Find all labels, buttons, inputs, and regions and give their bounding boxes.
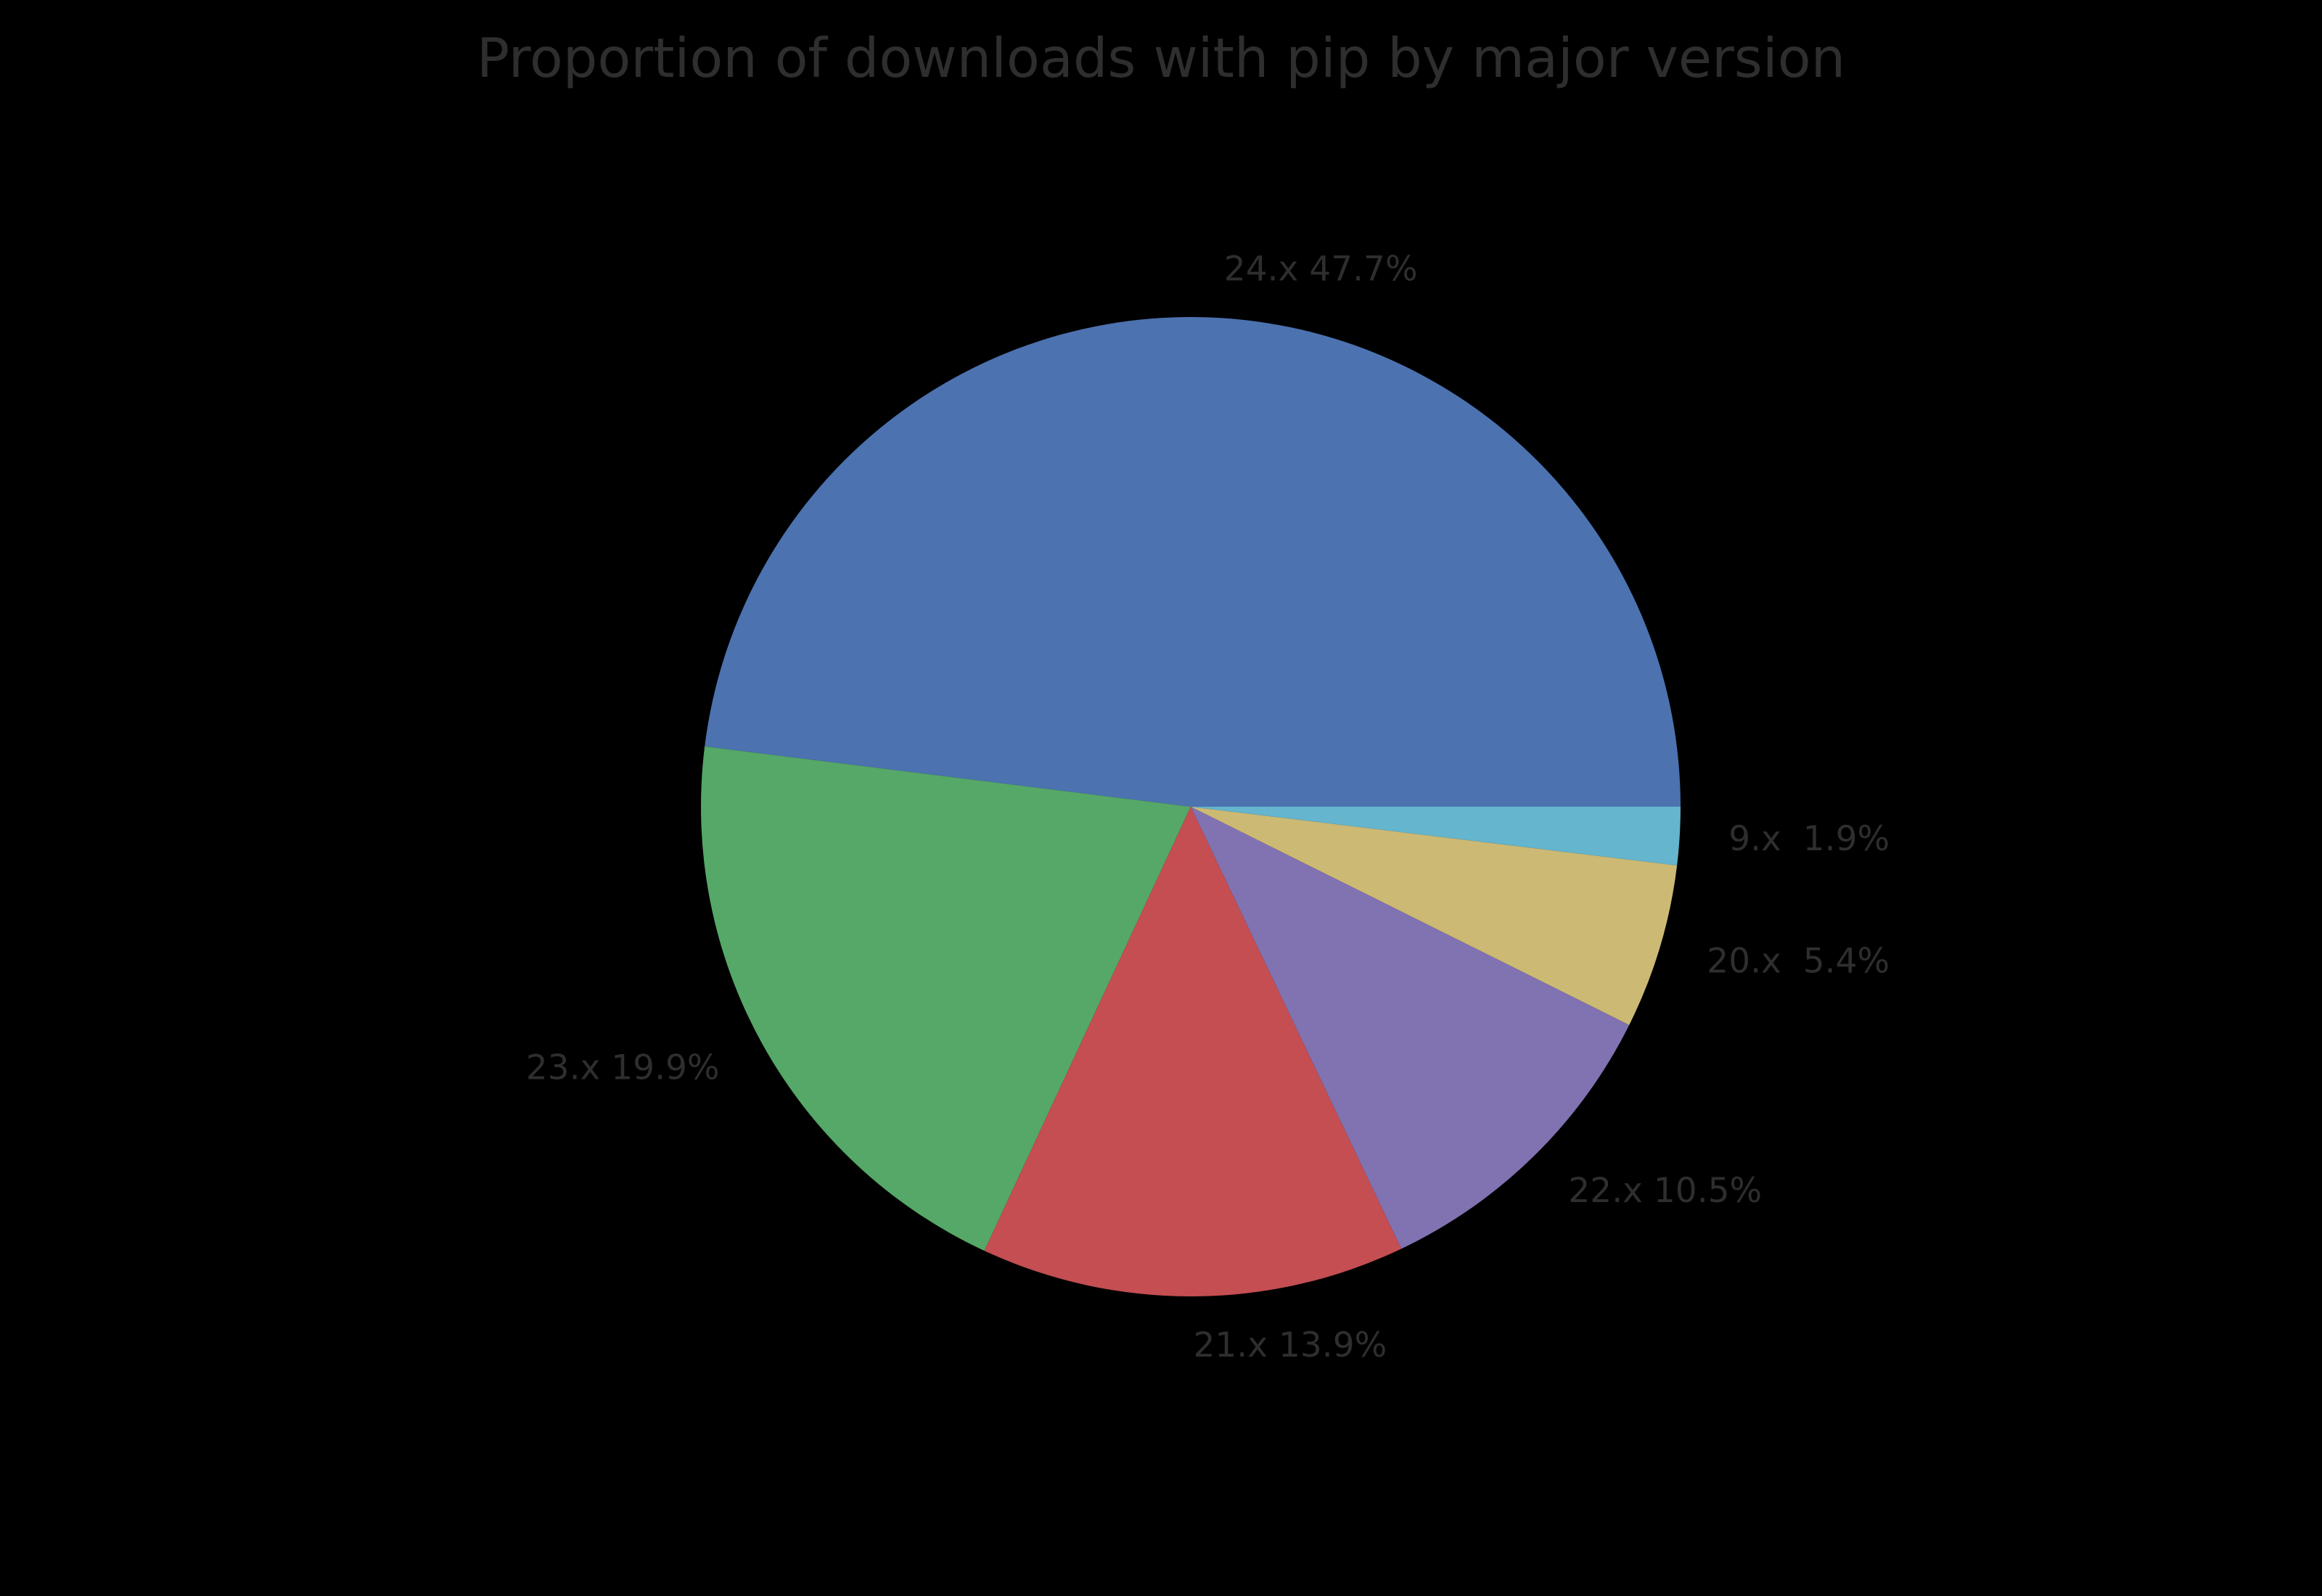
pie-label-20x: 20.x 5.4% xyxy=(1707,942,1890,982)
pie-slice-23x xyxy=(700,746,1191,1251)
pie-slice-20x xyxy=(1191,807,1678,1025)
pie-label-24x: 24.x 47.7% xyxy=(1224,249,1418,289)
pie-slice-24x xyxy=(705,316,1681,807)
pie-slice-21x xyxy=(984,807,1402,1297)
pie-slice-22x xyxy=(1191,807,1630,1249)
pie-label-23x: 23.x 19.9% xyxy=(526,1048,720,1088)
pie-label-21x: 21.x 13.9% xyxy=(1194,1325,1387,1365)
chart-title: Proportion of downloads with pip by majo… xyxy=(476,26,1846,90)
pie-slice-9x xyxy=(1191,807,1681,865)
pie-label-9x: 9.x 1.9% xyxy=(1728,819,1890,859)
pie-label-22x: 22.x 10.5% xyxy=(1568,1171,1762,1211)
